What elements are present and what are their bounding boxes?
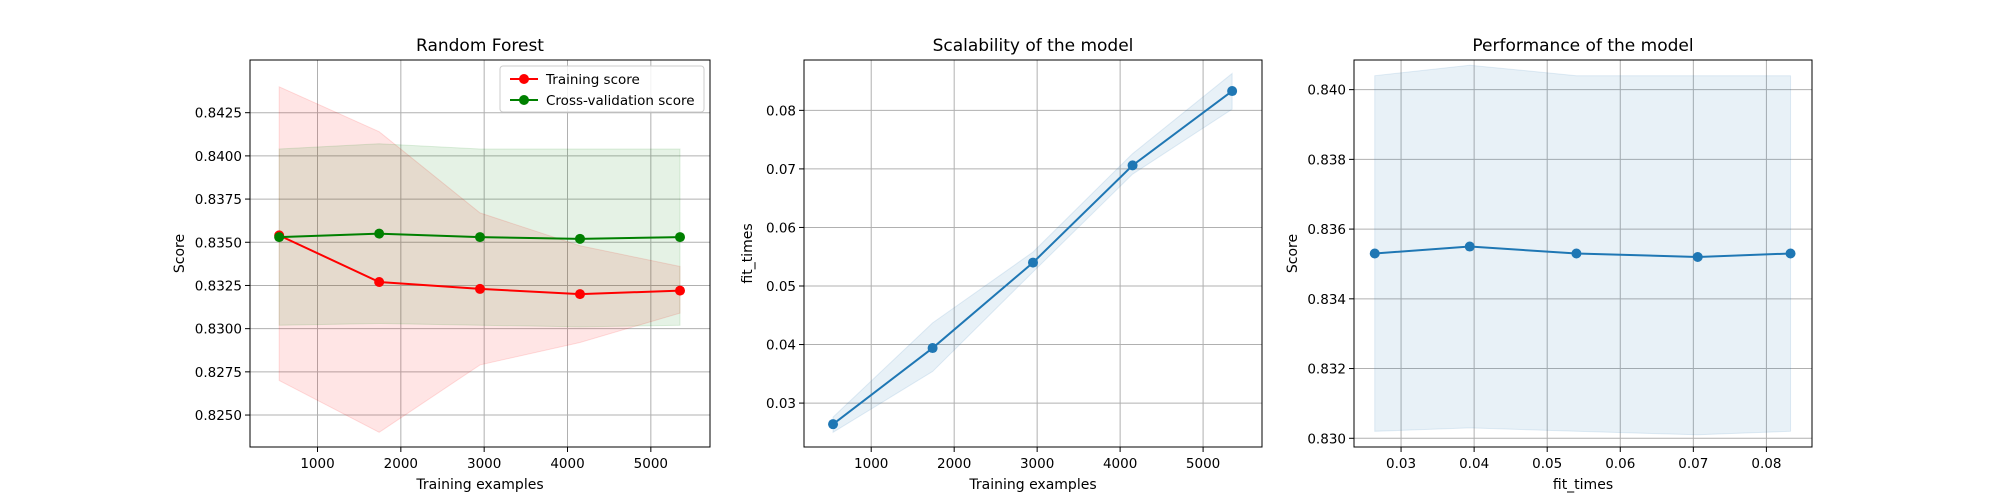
- confidence-band-series-1: [278, 86, 681, 433]
- data-point: [675, 232, 685, 243]
- y-tick-label: 0.832: [1307, 362, 1346, 378]
- data-point: [1127, 160, 1138, 171]
- x-tick-label: 4000: [550, 456, 584, 472]
- x-tick-label: 5000: [634, 456, 668, 472]
- y-tick-label: 0.08: [766, 103, 796, 119]
- x-tick-label: 3000: [467, 456, 501, 472]
- x-axis-label: Training examples: [968, 477, 1096, 493]
- data-point: [828, 419, 839, 430]
- y-tick-label: 0.830: [1307, 431, 1346, 447]
- x-tick-label: 0.05: [1532, 456, 1562, 472]
- x-tick-label: 0.08: [1751, 456, 1781, 472]
- y-tick-label: 0.8400: [195, 149, 242, 165]
- chart-title: Performance of the model: [1472, 36, 1693, 56]
- y-tick-label: 0.8300: [195, 322, 242, 338]
- chart-panel-2: 1000 2000 3000 4000 5000 0.03 0.04 0.05 0.06 0.07…: [740, 36, 1263, 493]
- data-point: [1785, 248, 1796, 259]
- x-axis-label: fit_times: [1553, 477, 1613, 493]
- chart-title: Scalability of the model: [933, 36, 1134, 56]
- data-point: [274, 232, 285, 243]
- y-tick-label: 0.838: [1307, 152, 1346, 168]
- legend: Training score Cross-validation score: [499, 65, 705, 113]
- data-point: [475, 232, 485, 243]
- y-tick-label: 0.834: [1307, 292, 1346, 308]
- data-point: [675, 285, 685, 296]
- y-tick-label: 0.07: [766, 162, 796, 178]
- x-tick-label: 5000: [1186, 456, 1220, 472]
- legend-label: Training score: [545, 72, 640, 88]
- y-tick-label: 0.8350: [195, 235, 242, 251]
- y-tick-label: 0.03: [766, 396, 796, 412]
- y-tick-label: 0.8250: [195, 408, 242, 424]
- data-point: [927, 343, 938, 354]
- x-tick-label: 0.06: [1605, 456, 1635, 472]
- x-tick-label: 0.07: [1678, 456, 1708, 472]
- data-point: [1571, 248, 1582, 259]
- x-tick-label: 2000: [937, 456, 971, 472]
- y-tick-label: 0.836: [1307, 222, 1346, 238]
- data-point: [374, 228, 385, 239]
- chart-panel-1: 1000 2000 3000 4000 5000 0.8250 0.8275 0.8300 0.…: [172, 36, 711, 493]
- data-point: [1028, 257, 1038, 268]
- y-axis-label: fit_times: [740, 223, 756, 283]
- y-tick-label: 0.04: [766, 338, 796, 354]
- plot-frame: [1353, 59, 1813, 448]
- legend-marker: [519, 74, 529, 84]
- legend-label: Cross-validation score: [546, 93, 695, 109]
- x-tick-label: 3000: [1020, 456, 1054, 472]
- x-tick-label: 4000: [1103, 456, 1137, 472]
- y-tick-label: 0.06: [766, 220, 796, 236]
- plot-frame: [249, 59, 711, 448]
- data-point: [475, 283, 485, 294]
- legend-box: [499, 65, 705, 113]
- x-axis-label: Training examples: [415, 477, 543, 493]
- x-tick-label: 1000: [854, 456, 888, 472]
- data-point: [1692, 251, 1703, 262]
- data-point: [1227, 86, 1238, 97]
- y-tick-label: 0.8375: [195, 192, 242, 208]
- plot-frame: [803, 59, 1263, 448]
- y-axis-label: Score: [172, 234, 188, 273]
- chart-title: Random Forest: [416, 36, 544, 56]
- y-axis-label: Score: [1285, 234, 1301, 273]
- chart-panel-3: 0.03 0.04 0.05 0.06 0.07 0.08 0.830 0.832 0.834 0…: [1285, 36, 1813, 493]
- y-tick-label: 0.8425: [195, 106, 242, 122]
- data-point: [575, 289, 585, 300]
- confidence-band-series-1: [1374, 64, 1792, 436]
- x-tick-label: 0.03: [1386, 456, 1416, 472]
- y-tick-label: 0.05: [766, 279, 796, 295]
- y-tick-label: 0.8275: [195, 365, 242, 381]
- x-tick-label: 0.04: [1459, 456, 1489, 472]
- legend-marker: [519, 95, 529, 105]
- data-point: [1464, 241, 1475, 252]
- x-tick-label: 2000: [384, 456, 418, 472]
- x-tick-label: 1000: [300, 456, 334, 472]
- y-tick-label: 0.8325: [195, 278, 242, 294]
- y-tick-label: 0.840: [1307, 83, 1346, 99]
- data-point: [1369, 248, 1380, 259]
- data-point: [374, 277, 385, 288]
- data-point: [575, 233, 585, 244]
